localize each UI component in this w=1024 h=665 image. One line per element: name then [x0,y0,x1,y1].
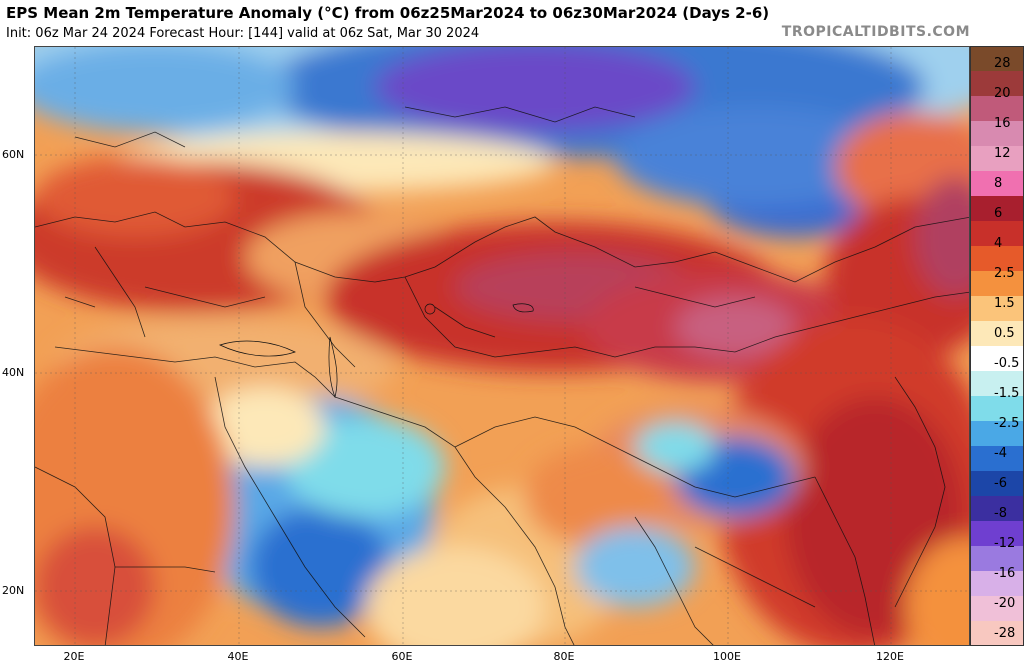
color-scale-label: 4 [994,236,1002,251]
color-scale-label: 8 [994,176,1002,191]
color-scale-label: -16 [994,566,1015,581]
lon-label-100e: 100E [713,650,741,663]
anomaly-map-canvas [35,47,969,645]
color-scale-label: 28 [994,56,1011,71]
lon-label-120e: 120E [876,650,904,663]
color-scale-swatch [970,121,1024,147]
lon-label-60e: 60E [391,650,413,663]
color-scale-label: -6 [994,476,1007,491]
color-scale-label: -12 [994,536,1015,551]
color-scale-swatch [970,421,1024,447]
color-scale-swatch [970,571,1024,597]
lat-label-20n: 20N [2,584,25,597]
color-scale-swatch [970,196,1024,222]
color-scale-swatch [970,46,1024,72]
map-subtitle: Init: 06z Mar 24 2024 Forecast Hour: [14… [6,26,480,41]
color-scale-swatch [970,521,1024,547]
color-scale-swatch [970,396,1024,422]
color-scale-label: -28 [994,626,1015,641]
color-scale-label: -8 [994,506,1007,521]
color-scale-label: 12 [994,146,1011,161]
color-scale-swatch [970,546,1024,572]
color-scale-label: 1.5 [994,296,1015,311]
color-scale-label: 20 [994,86,1011,101]
color-scale-swatch [970,346,1024,372]
color-scale-swatch [970,96,1024,122]
brand-watermark: TROPICALTIDBITS.COM [781,24,970,40]
color-scale-label: -0.5 [994,356,1019,371]
color-scale-label: 2.5 [994,266,1015,281]
color-scale-label: -2.5 [994,416,1019,431]
anomaly-map [34,46,970,646]
color-scale-label: -20 [994,596,1015,611]
lon-label-40e: 40E [227,650,249,663]
color-scale-label: 6 [994,206,1002,221]
color-scale-swatch [970,146,1024,172]
map-title: EPS Mean 2m Temperature Anomaly (°C) fro… [6,4,770,22]
color-scale-swatch [970,621,1024,646]
lon-label-80e: 80E [553,650,575,663]
color-scale-label: 16 [994,116,1011,131]
color-scale-swatch [970,71,1024,97]
color-scale-label: -4 [994,446,1007,461]
color-scale-label: 0.5 [994,326,1015,341]
color-scale-swatch [970,371,1024,397]
color-scale-bar: 28 20 16 12 8 6 4 2.5 1.5 0.5 -0.5 -1.5 -2.5 -4 -6 -8 -1… [970,46,1024,646]
color-scale-label: -1.5 [994,386,1019,401]
lon-label-20e: 20E [63,650,85,663]
color-scale-swatch [970,221,1024,247]
color-scale-swatch [970,446,1024,472]
color-scale-swatch [970,246,1024,272]
color-scale-legend: 28 20 16 12 8 6 4 2.5 1.5 0.5 -0.5 -1.5 -2.5 -4 -6 -8 -1… [970,46,1024,646]
lat-label-40n: 40N [2,366,25,379]
color-scale-swatch [970,496,1024,522]
color-scale-swatch [970,596,1024,622]
color-scale-swatch [970,296,1024,322]
lat-label-60n: 60N [2,148,25,161]
color-scale-swatch [970,321,1024,347]
color-scale-swatch [970,471,1024,497]
color-scale-swatch [970,171,1024,197]
color-scale-swatch [970,271,1024,297]
